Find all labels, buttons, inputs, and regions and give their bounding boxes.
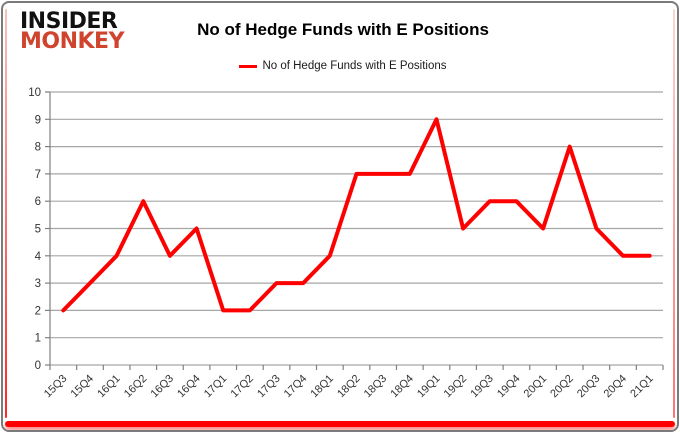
svg-text:3: 3 bbox=[35, 278, 41, 290]
svg-text:20Q1: 20Q1 bbox=[522, 373, 550, 401]
svg-text:15Q4: 15Q4 bbox=[69, 373, 97, 401]
svg-text:10: 10 bbox=[28, 87, 41, 99]
svg-text:1: 1 bbox=[35, 333, 41, 345]
left-red-accent bbox=[5, 9, 7, 418]
svg-text:7: 7 bbox=[35, 169, 41, 181]
svg-text:20Q3: 20Q3 bbox=[575, 373, 603, 401]
svg-text:2: 2 bbox=[35, 305, 41, 317]
logo-text-insider: INSIDER bbox=[20, 9, 118, 34]
svg-text:17Q2: 17Q2 bbox=[228, 373, 256, 401]
svg-text:20Q4: 20Q4 bbox=[602, 373, 630, 401]
svg-text:19Q2: 19Q2 bbox=[442, 373, 470, 401]
svg-text:17Q3: 17Q3 bbox=[255, 373, 283, 401]
svg-text:4: 4 bbox=[35, 251, 42, 263]
logo-text-monkey: MONKEY bbox=[20, 29, 125, 55]
legend-label: No of Hedge Funds with E Positions bbox=[262, 60, 447, 72]
svg-text:17Q4: 17Q4 bbox=[282, 373, 310, 401]
legend: No of Hedge Funds with E Positions bbox=[43, 60, 643, 72]
svg-text:21Q1: 21Q1 bbox=[628, 373, 656, 401]
svg-text:18Q2: 18Q2 bbox=[335, 373, 363, 401]
svg-text:9: 9 bbox=[35, 114, 41, 126]
line-chart-plot: 0 1 2 3 4 5 6 7 8 9 10 15Q3 15Q4 16Q1 16Q2 16Q3 16Q4 17Q1… bbox=[28, 87, 664, 401]
svg-text:20Q2: 20Q2 bbox=[548, 373, 576, 401]
right-red-accent bbox=[673, 9, 675, 418]
svg-text:18Q3: 18Q3 bbox=[362, 373, 390, 401]
svg-text:19Q4: 19Q4 bbox=[495, 373, 523, 401]
svg-text:16Q3: 16Q3 bbox=[149, 373, 177, 401]
chart-title: No of Hedge Funds with E Positions bbox=[197, 20, 489, 39]
legend-line-swatch bbox=[239, 64, 258, 68]
svg-text:19Q3: 19Q3 bbox=[468, 373, 496, 401]
svg-text:16Q1: 16Q1 bbox=[95, 373, 123, 401]
svg-text:19Q1: 19Q1 bbox=[415, 373, 443, 401]
svg-text:5: 5 bbox=[35, 224, 41, 236]
insider-monkey-logo: INSIDER MONKEY bbox=[20, 9, 125, 55]
svg-text:6: 6 bbox=[35, 196, 41, 208]
svg-text:16Q4: 16Q4 bbox=[175, 373, 203, 401]
svg-text:16Q2: 16Q2 bbox=[122, 373, 150, 401]
svg-text:18Q4: 18Q4 bbox=[388, 373, 416, 401]
svg-text:0: 0 bbox=[35, 360, 41, 372]
svg-text:8: 8 bbox=[35, 142, 41, 154]
svg-text:18Q1: 18Q1 bbox=[308, 373, 336, 401]
svg-text:15Q3: 15Q3 bbox=[42, 373, 70, 401]
bottom-red-bar bbox=[5, 421, 675, 427]
svg-text:17Q1: 17Q1 bbox=[202, 373, 230, 401]
